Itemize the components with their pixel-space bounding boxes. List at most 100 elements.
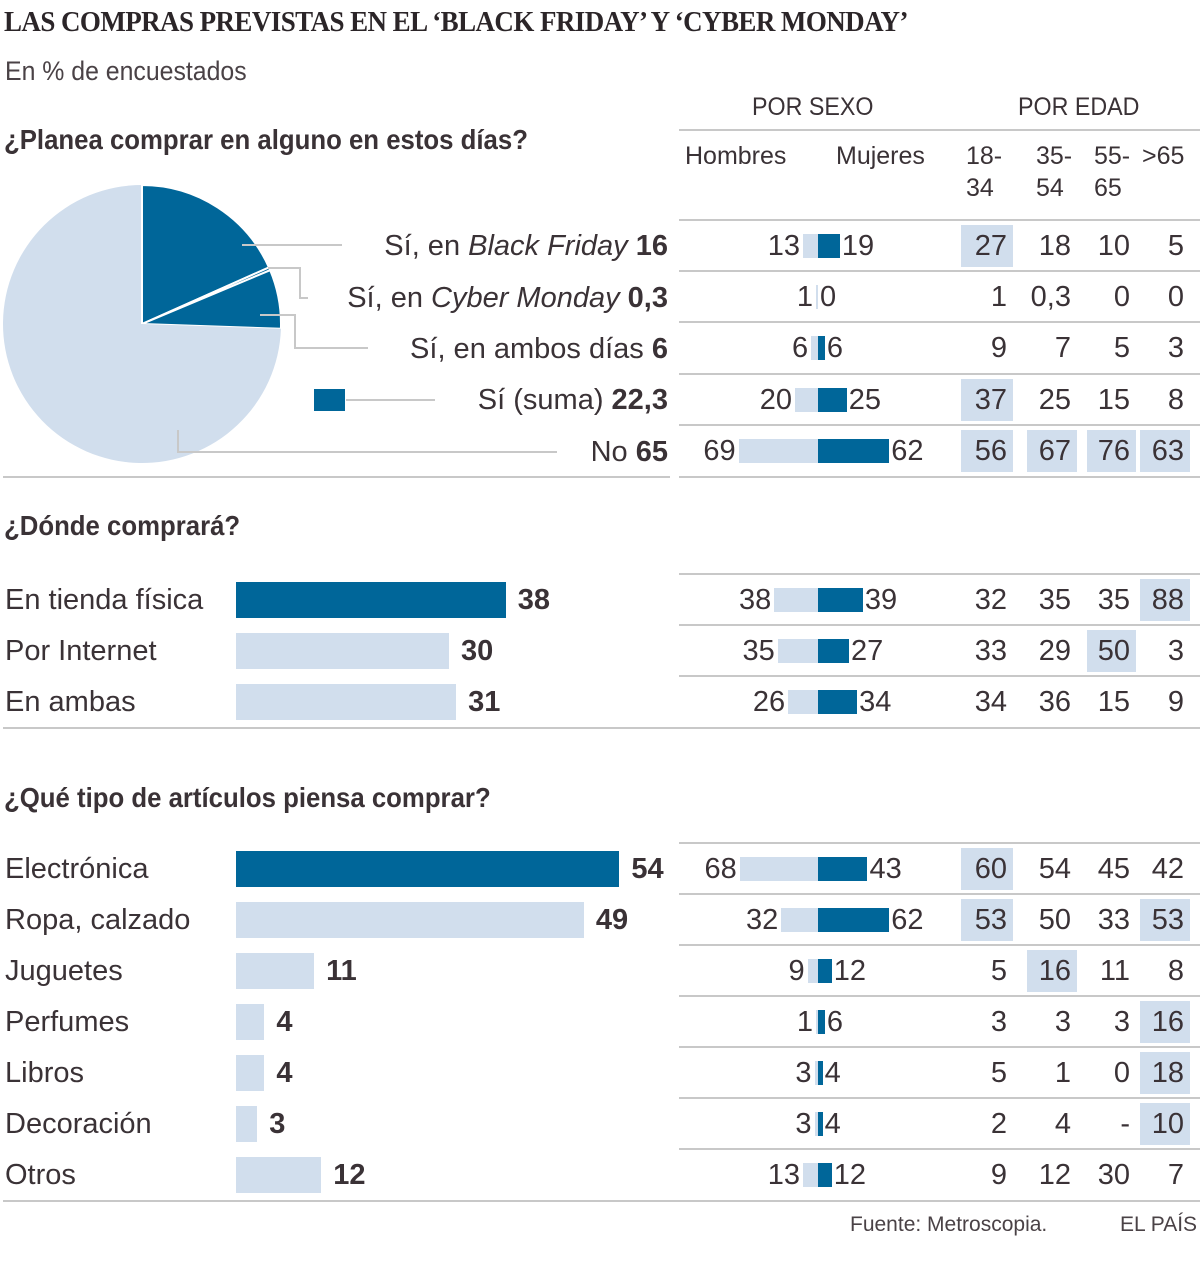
women-value: 6: [826, 332, 844, 364]
age-highlight: [1140, 1052, 1190, 1094]
row-label: En tienda física: [5, 584, 204, 616]
value-bar: [236, 1106, 258, 1142]
age-highlight: [1140, 899, 1190, 941]
yes-total-swatch: [314, 389, 345, 411]
men-value: 9: [788, 955, 805, 987]
age-highlight: [1087, 630, 1136, 672]
row-rule: [679, 893, 969, 895]
age-value: 5: [1167, 230, 1184, 262]
age-value: 33: [1097, 904, 1130, 936]
value-label: 49: [595, 904, 629, 936]
column-group-age: POR EDAD: [1018, 93, 1140, 121]
age-value: 1: [990, 281, 1007, 313]
age-value: 32: [974, 584, 1007, 616]
age-value: 7: [1167, 1159, 1184, 1191]
row-label: Perfumes: [5, 1006, 130, 1038]
men-value: 6: [791, 332, 809, 364]
age-highlight: [961, 899, 1013, 941]
section-rule: [679, 1200, 969, 1202]
men-value: 1: [796, 281, 813, 313]
age-highlight: [1140, 430, 1190, 472]
age-value: 15: [1097, 384, 1130, 416]
value-bar: [236, 1157, 322, 1193]
men-value: 1: [796, 1006, 813, 1038]
age-value: 3: [1167, 332, 1184, 364]
row-label: Juguetes: [5, 955, 123, 987]
age-value: 0: [1113, 281, 1130, 313]
age-value: 8: [1167, 384, 1184, 416]
pie-chart: [2, 183, 557, 463]
men-value: 38: [739, 584, 772, 616]
women-bar: [818, 588, 863, 612]
age-value: 63: [1151, 435, 1184, 467]
women-value: 0: [820, 281, 837, 313]
women-bar: [818, 857, 868, 881]
women-value: 27: [851, 635, 884, 667]
row-rule: [953, 624, 1200, 626]
age-highlight: [961, 848, 1013, 890]
value-bar: [236, 684, 457, 720]
age-value: 54: [1038, 853, 1071, 885]
men-bar: [803, 1163, 818, 1187]
age-value: 16: [1151, 1006, 1184, 1038]
row-rule: [953, 373, 1200, 375]
value-label: 3: [269, 1108, 286, 1140]
row-label: Otros: [5, 1159, 76, 1191]
age-highlight: [1027, 430, 1077, 472]
age-value: 11: [1099, 955, 1130, 987]
age-highlight: [1087, 430, 1136, 472]
age-value: 30: [1097, 1159, 1130, 1191]
column-header-age-55-65: 55- 65: [1094, 140, 1130, 204]
row-rule: [953, 842, 1200, 844]
pie-label-cyber-monday: Sí, en Cyber Monday 0,3: [347, 282, 668, 314]
rule: [953, 129, 1200, 131]
women-bar: [818, 388, 847, 412]
value-label: 54: [631, 853, 664, 885]
women-value: 43: [869, 853, 902, 885]
age-value: 3: [1054, 1006, 1071, 1038]
column-header-age-over-65: >65: [1142, 140, 1184, 172]
men-bar: [788, 690, 818, 714]
row-rule: [679, 944, 969, 946]
age-value: 1: [1054, 1057, 1071, 1089]
leader-both-days: [260, 314, 368, 349]
age-value: 7: [1054, 332, 1071, 364]
men-bar: [814, 1061, 818, 1085]
age-value: 76: [1097, 435, 1130, 467]
row-rule: [679, 675, 969, 677]
age-value: 15: [1097, 686, 1130, 718]
women-bar: [818, 690, 858, 714]
row-label: Electrónica: [5, 853, 149, 885]
men-value: 68: [704, 853, 737, 885]
men-bar: [781, 908, 818, 932]
men-value: 3: [795, 1108, 812, 1140]
age-value: 5: [990, 1057, 1007, 1089]
row-rule: [953, 270, 1200, 272]
value-label: 30: [461, 635, 494, 667]
men-value: 69: [703, 435, 736, 467]
women-value: 6: [826, 1006, 844, 1038]
age-highlight: [1140, 1103, 1190, 1145]
age-value: 18: [1038, 230, 1071, 262]
age-value: 42: [1151, 853, 1184, 885]
value-bar: [236, 953, 315, 989]
source-note: Fuente: Metroscopia.: [850, 1213, 1048, 1236]
men-bar: [738, 439, 818, 463]
women-value: 25: [848, 384, 882, 416]
age-value: 88: [1151, 584, 1184, 616]
men-bar: [739, 857, 818, 881]
women-bar: [818, 908, 890, 932]
women-value: 62: [891, 435, 924, 467]
women-bar: [818, 1163, 832, 1187]
row-rule: [679, 270, 969, 272]
men-bar: [803, 234, 818, 258]
age-value: 0: [1167, 281, 1184, 313]
men-bar: [777, 639, 818, 663]
value-bar: [236, 902, 584, 938]
section-rule: [679, 727, 969, 729]
section-rule: [953, 727, 1200, 729]
women-value: 62: [891, 904, 924, 936]
row-rule: [679, 1148, 969, 1150]
chart-subtitle: En % de encuestados: [5, 56, 247, 86]
men-bar: [814, 1112, 818, 1136]
